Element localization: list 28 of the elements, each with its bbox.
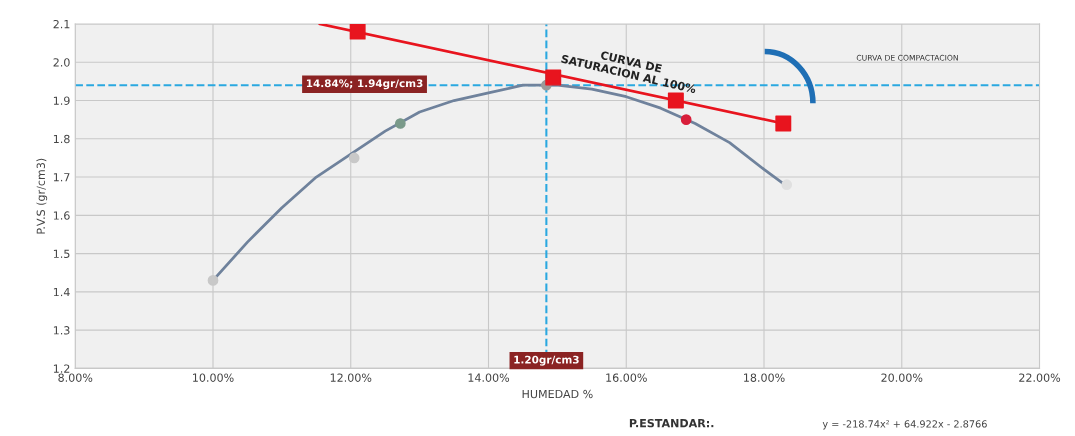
x-tick-label: 16.00% <box>606 373 647 382</box>
y-tick-label: 1.6 <box>53 211 70 220</box>
y-tick-label: 1.3 <box>53 326 70 335</box>
y-tick-label: 1.4 <box>53 288 70 297</box>
text: y = -218.74x² + 64.922x - 2.8766 <box>822 420 987 430</box>
annotation: 1.20gr/cm3 <box>514 355 579 366</box>
y-tick-label: 2.0 <box>53 58 70 67</box>
x-tick-label: 10.00% <box>193 373 234 382</box>
y-tick-label: 1.7 <box>53 173 70 182</box>
y-axis-title: P.V.S (gr/cm3) <box>36 158 48 234</box>
x-tick-label: 14.00% <box>468 373 510 382</box>
point <box>349 23 366 40</box>
x-tick-label: 20.00% <box>881 373 923 382</box>
annotation: 14.84%; 1.94gr/cm3 <box>306 79 423 90</box>
y-tick-label: 1.5 <box>53 249 70 258</box>
x-tick-label: 8.00% <box>58 373 93 382</box>
y-tick-label: 1.9 <box>53 96 70 105</box>
text: P.ESTANDAR:. <box>629 418 714 428</box>
y-tick-label: 2.1 <box>53 19 70 29</box>
y-tick-label: 1.8 <box>53 134 70 144</box>
y-tick-label: 1.2 <box>53 364 70 373</box>
x-tick-label: 22.00% <box>1019 373 1061 382</box>
x-axis-title: HUMEDAD % <box>522 389 593 399</box>
point <box>775 115 792 132</box>
x-tick-label: 12.00% <box>330 373 372 382</box>
point <box>667 92 684 109</box>
point <box>545 69 562 86</box>
x-tick-label: 18.00% <box>744 373 785 382</box>
